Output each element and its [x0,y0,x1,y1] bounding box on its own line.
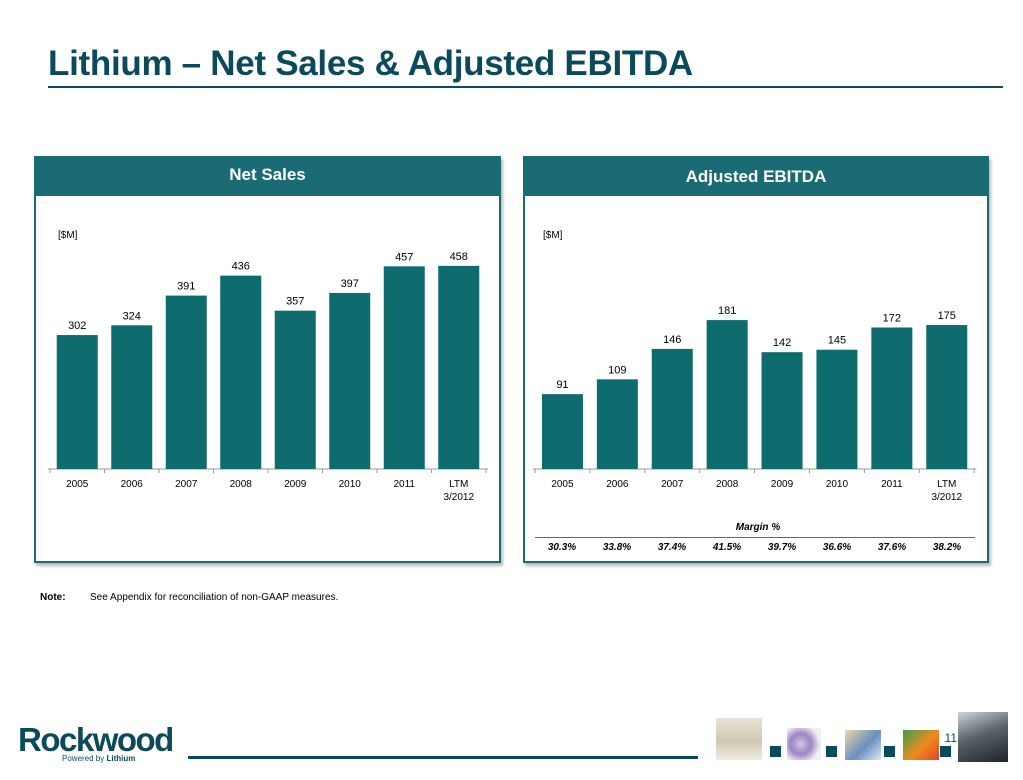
bar [541,394,583,469]
footnote: Note: See Appendix for reconciliation of … [40,592,338,603]
margin-value: 41.5% [712,542,742,553]
bar [651,348,693,469]
data-label: 109 [608,364,626,376]
data-label: 457 [395,251,413,263]
page-number: 11 [944,731,957,745]
data-label: 146 [663,334,681,346]
tick-label: 2009 [284,479,307,490]
net-sales-unit-label: [$M] [58,230,78,241]
bullet-square [770,746,781,757]
tick-label: 2010 [826,479,849,490]
ebitda-panel: Adjusted EBITDA [$M] 91 2005 109 2006 146 200… [523,156,989,563]
margin-value: 38.2% [932,542,962,553]
tick-label: LTM [937,479,956,490]
tick-label: 2011 [881,479,903,490]
tick-label: 2006 [606,479,629,490]
colored-shapes-image [903,730,939,760]
powder-image [845,730,881,760]
data-label: 172 [883,312,901,324]
bar [761,352,803,469]
tick-label: 2008 [716,479,739,490]
margin-value: 39.7% [767,542,797,553]
data-label: 357 [286,296,304,308]
crystals-image [787,728,821,760]
data-label: 324 [123,310,141,322]
bar [56,335,98,469]
tick-label: 2009 [771,479,794,490]
bar [438,265,480,469]
tick-label: 2007 [661,479,684,490]
data-label: 302 [68,320,86,332]
data-label: 91 [556,379,568,391]
tick-label: 2006 [121,479,144,490]
bullet-square [826,746,837,757]
tick-label: 2011 [393,479,415,490]
bar [706,320,748,469]
data-label: 145 [828,335,846,347]
ebitda-chart: 91 2005 109 2006 146 2007 181 2008 142 2009 145 201… [533,305,977,503]
data-label: 458 [450,251,468,263]
bar [596,379,638,469]
net-sales-chart: 302 2005 324 2006 391 2007 436 2008 357 2009 397 20… [48,251,488,503]
bar [220,275,262,469]
lab-flask-image [716,718,762,760]
rockwood-logo: Rockwood Powered by Lithium [18,721,174,763]
tick-label: 2008 [230,479,253,490]
note-label: Note: [40,592,66,603]
footer-rule [188,756,698,759]
logo-tagline-brand: Lithium [106,754,136,763]
margin-value: 30.3% [547,542,577,553]
bar [165,295,207,469]
margin-value: 37.4% [657,542,687,553]
note-text: See Appendix for reconciliation of non-G… [90,592,339,603]
logo-tagline-prefix: Powered by [62,754,105,763]
tick-label: LTM [449,479,468,490]
tick-label: 2005 [551,479,574,490]
data-label: 397 [341,278,359,290]
ebitda-unit-label: [$M] [543,230,563,241]
margin-title: Margin % [735,522,781,533]
logo-tagline: Powered by Lithium [62,754,173,763]
bar [871,327,913,469]
data-label: 181 [718,305,736,317]
margin-value: 36.6% [822,542,852,553]
ebitda-header: Adjusted EBITDA [525,158,987,196]
data-label: 142 [773,337,791,349]
data-label: 436 [232,261,250,273]
tick-label: 3/2012 [931,492,962,503]
margin-divider [535,537,975,538]
margin-value: 33.8% [602,542,632,553]
tick-label: 2005 [66,479,89,490]
margin-row: 30.3% 33.8% 37.4% 41.5% 39.7% 36.6% 37.6… [535,542,975,556]
car-image [958,712,1008,762]
tick-label: 2010 [339,479,362,490]
bar [329,292,371,469]
logo-wordmark: Rockwood [18,721,174,758]
bar [816,349,858,469]
bullet-square [940,746,951,757]
title-underline [48,86,1003,88]
net-sales-header: Net Sales [36,158,499,196]
margin-value: 37.6% [877,542,907,553]
bar [111,325,153,469]
net-sales-panel: Net Sales [$M] 302 2005 324 2006 391 2007 436 2… [34,156,501,563]
bar [926,325,968,469]
bar [383,266,425,469]
bullet-square [884,746,895,757]
page-title: Lithium – Net Sales & Adjusted EBITDA [48,44,693,83]
bar [274,310,316,469]
data-label: 391 [177,281,195,293]
data-label: 175 [938,310,956,322]
tick-label: 2007 [175,479,198,490]
tick-label: 3/2012 [443,492,474,503]
